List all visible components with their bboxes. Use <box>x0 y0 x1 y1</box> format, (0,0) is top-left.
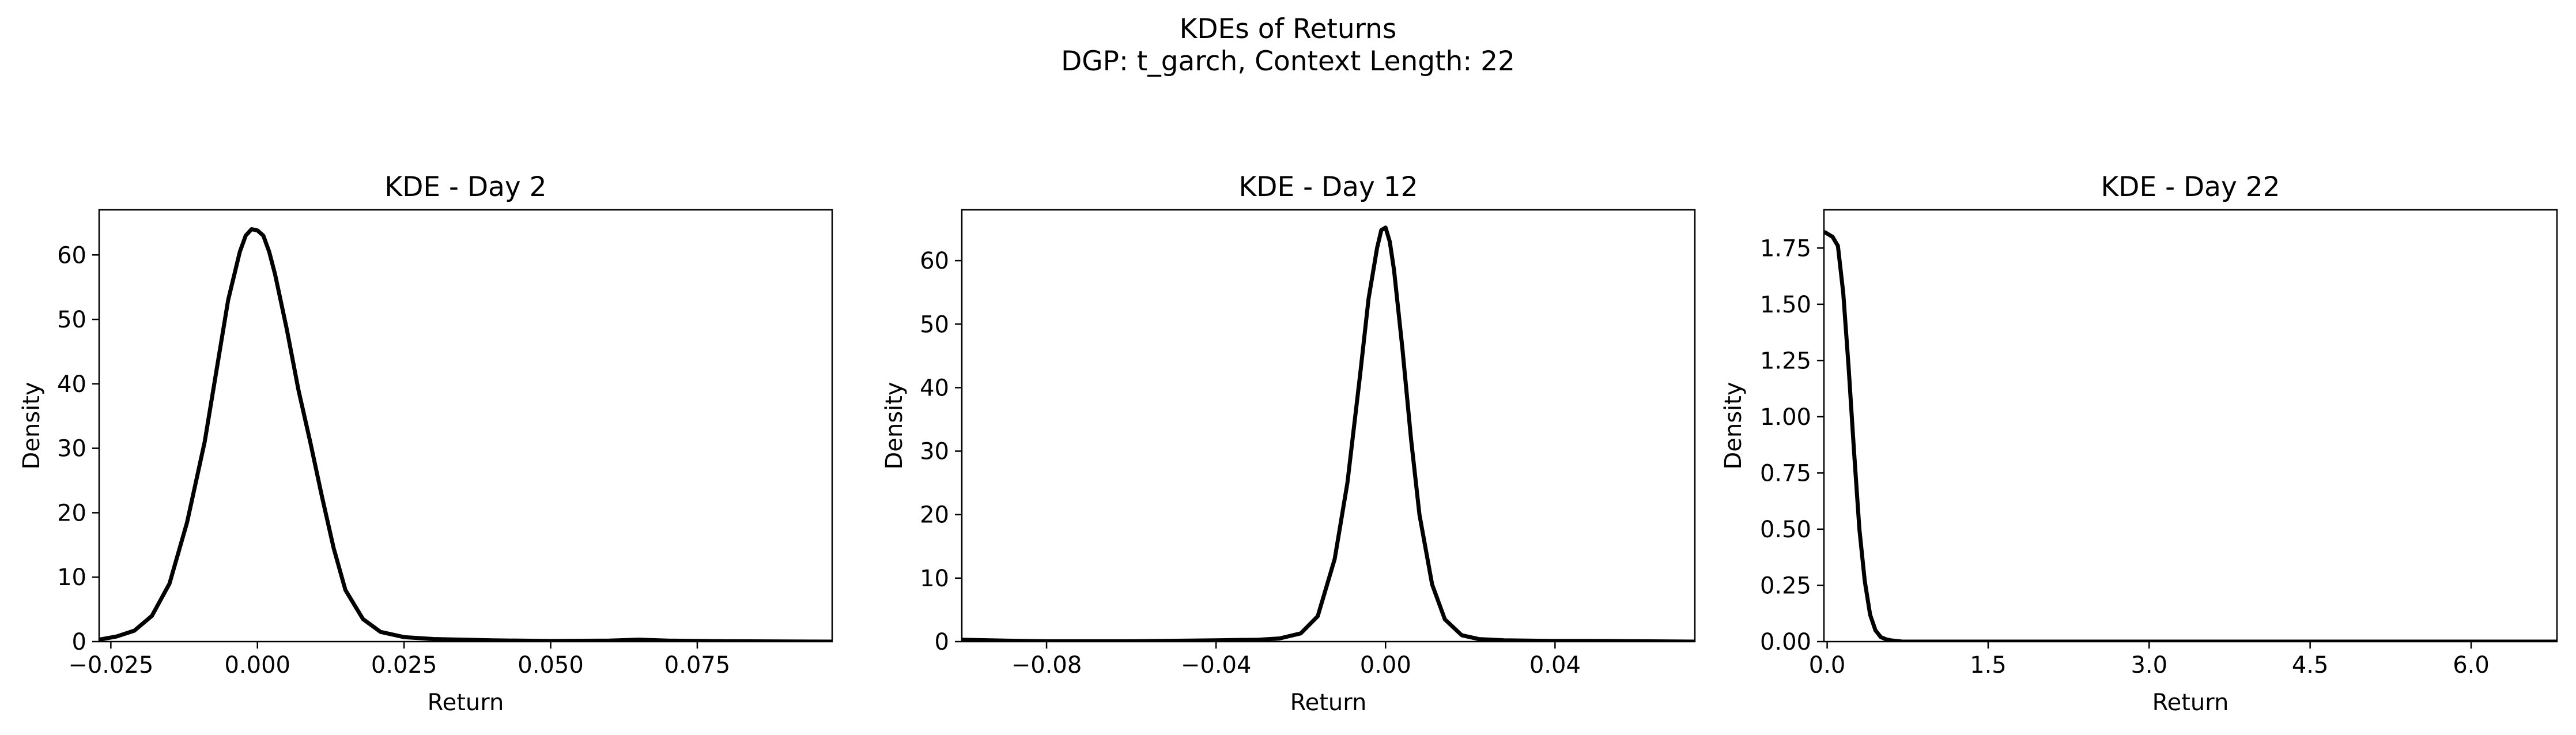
y-tick-label: 0.50 <box>1760 517 1811 543</box>
x-tick-label: −0.04 <box>1181 652 1252 679</box>
y-tick-label: 30 <box>920 439 949 465</box>
x-tick-label: 0.075 <box>664 652 731 679</box>
x-tick-label: 4.5 <box>2292 652 2329 679</box>
y-tick-label: 0 <box>935 629 949 655</box>
y-tick-label: 50 <box>57 307 86 333</box>
y-axis-label: Density <box>18 382 45 469</box>
subplot-title: KDE - Day 2 <box>384 171 546 203</box>
y-tick-label: 30 <box>57 436 86 462</box>
x-tick-label: 0.050 <box>518 652 584 679</box>
figure-title-line2: DGP: t_garch, Context Length: 22 <box>1061 46 1515 77</box>
y-tick-label: 20 <box>920 502 949 529</box>
x-axis-label: Return <box>2152 689 2229 716</box>
subplot-1: KDE - Day 2 −0.025 0.000 0.025 0.050 0.075 0 10… <box>18 171 833 716</box>
y-tick-label: 0.25 <box>1760 572 1811 599</box>
x-tick-label: 0.0 <box>1809 652 1846 679</box>
x-tick-label: 0.04 <box>1529 652 1581 679</box>
y-tick-label: 0.75 <box>1760 460 1811 487</box>
axes-frame <box>961 209 1696 643</box>
y-tick-label: 1.25 <box>1760 348 1811 374</box>
y-tick-label: 60 <box>57 242 86 269</box>
x-tick-label: 6.0 <box>2453 652 2490 679</box>
subplot-title: KDE - Day 12 <box>1238 171 1418 203</box>
y-tick-label: 1.50 <box>1760 292 1811 318</box>
y-tick-label: 10 <box>57 564 86 591</box>
x-axis-label: Return <box>428 689 504 716</box>
kde-curve <box>962 225 1695 642</box>
y-tick-label: 1.75 <box>1760 235 1811 262</box>
y-axis-label: Density <box>1720 382 1747 469</box>
y-tick-label: 40 <box>920 375 949 401</box>
x-tick-label: 3.0 <box>2131 652 2167 679</box>
figure-title-line1: KDEs of Returns <box>1180 13 1397 45</box>
y-tick-label: 60 <box>920 248 949 274</box>
subplots: KDE - Day 2−0.025 0.000 0.025 0.050 0.075010… <box>18 171 2558 716</box>
x-tick-label: 0.00 <box>1360 652 1411 679</box>
axes-frame <box>1823 209 2558 643</box>
subplot-2: KDE - Day 12 −0.08 −0.04 0.00 0.04 0 10 20 30 40 5… <box>881 171 1696 716</box>
x-tick-label: −0.025 <box>68 652 153 679</box>
subplot-3: KDE - Day 22 0.0 1.5 3.0 4.5 6.0 0.00 0.25 0.50 0… <box>1720 171 2558 716</box>
y-tick-label: 10 <box>920 566 949 592</box>
x-tick-label: 1.5 <box>1970 652 2007 679</box>
y-tick-label: 1.00 <box>1760 404 1811 431</box>
y-tick-label: 0.00 <box>1760 629 1811 655</box>
y-tick-label: 50 <box>920 311 949 338</box>
axes-frame <box>98 209 833 643</box>
x-tick-label: −0.08 <box>1011 652 1082 679</box>
kde-curve <box>99 227 832 642</box>
y-axis-label: Density <box>881 382 908 469</box>
kde-curve <box>1824 230 2557 642</box>
x-tick-label: 0.025 <box>371 652 437 679</box>
y-tick-label: 0 <box>72 629 86 655</box>
x-axis-label: Return <box>1290 689 1367 716</box>
subplot-title: KDE - Day 22 <box>2101 171 2280 203</box>
y-tick-label: 40 <box>57 371 86 398</box>
x-tick-label: 0.000 <box>224 652 290 679</box>
y-tick-label: 20 <box>57 500 86 526</box>
